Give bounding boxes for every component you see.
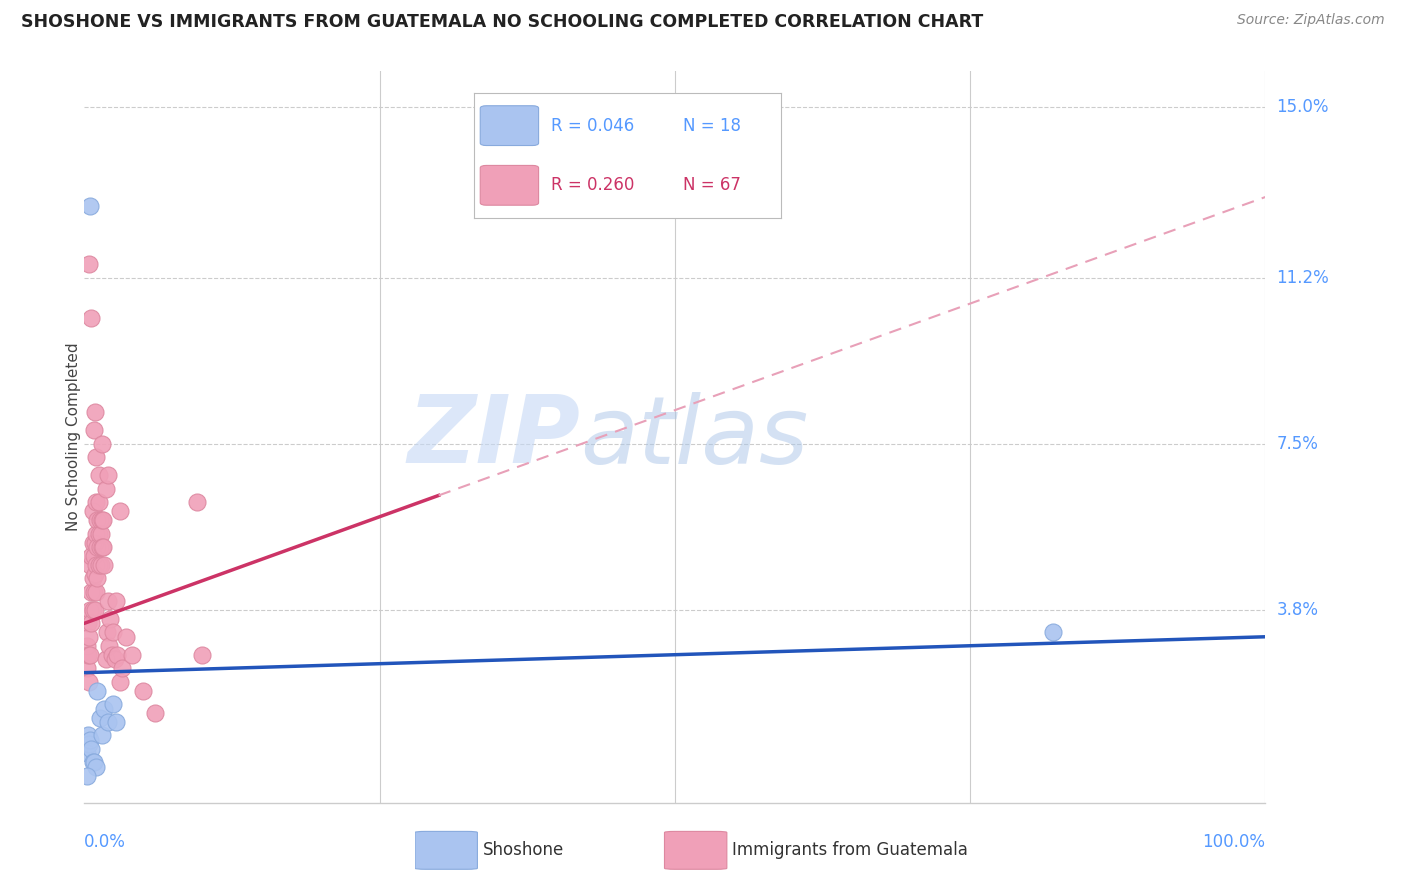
- Point: [84, 585, 107, 599]
- Point: [132, 683, 155, 698]
- Point: [105, 714, 128, 729]
- Point: [77, 648, 100, 662]
- Point: [91, 540, 114, 554]
- Point: [84, 495, 107, 509]
- Point: [86, 683, 108, 698]
- Text: ZIP: ZIP: [408, 391, 581, 483]
- Point: [91, 729, 114, 743]
- Point: [86, 513, 108, 527]
- Point: [83, 756, 105, 770]
- Point: [82, 535, 104, 549]
- Point: [100, 648, 122, 662]
- Point: [79, 199, 101, 213]
- Point: [105, 594, 128, 608]
- Point: [89, 710, 111, 724]
- Point: [87, 526, 110, 541]
- Text: 0.0%: 0.0%: [84, 833, 127, 851]
- Point: [186, 495, 208, 509]
- Point: [101, 625, 124, 640]
- Point: [79, 603, 101, 617]
- Point: [84, 405, 107, 419]
- Point: [79, 733, 101, 747]
- Point: [84, 566, 107, 581]
- Point: [87, 468, 110, 483]
- Point: [98, 639, 121, 653]
- Point: [101, 697, 124, 711]
- Point: [97, 468, 120, 483]
- Point: [86, 571, 108, 585]
- Point: [90, 526, 112, 541]
- Point: [82, 504, 104, 518]
- Text: 11.2%: 11.2%: [1277, 268, 1329, 287]
- Point: [87, 558, 110, 572]
- Point: [1042, 625, 1064, 640]
- Point: [96, 625, 118, 640]
- Text: 3.8%: 3.8%: [1277, 601, 1319, 619]
- Point: [97, 714, 120, 729]
- Point: [91, 437, 114, 451]
- Point: [77, 738, 100, 752]
- Point: [97, 594, 120, 608]
- Text: atlas: atlas: [581, 392, 808, 483]
- Point: [191, 648, 214, 662]
- Text: 7.5%: 7.5%: [1277, 434, 1319, 453]
- Point: [94, 482, 117, 496]
- Point: [107, 648, 129, 662]
- Point: [80, 311, 103, 326]
- Point: [111, 661, 134, 675]
- Point: [79, 648, 101, 662]
- Point: [98, 612, 121, 626]
- Point: [80, 742, 103, 756]
- Point: [76, 661, 98, 675]
- Point: [80, 585, 103, 599]
- Y-axis label: No Schooling Completed: No Schooling Completed: [66, 343, 80, 532]
- Text: SHOSHONE VS IMMIGRANTS FROM GUATEMALA NO SCHOOLING COMPLETED CORRELATION CHART: SHOSHONE VS IMMIGRANTS FROM GUATEMALA NO…: [21, 13, 983, 31]
- Point: [79, 558, 101, 572]
- Point: [76, 769, 98, 783]
- Point: [80, 616, 103, 631]
- Point: [77, 257, 100, 271]
- Point: [82, 571, 104, 585]
- Point: [86, 540, 108, 554]
- Point: [82, 603, 104, 617]
- Point: [108, 504, 131, 518]
- Point: [84, 760, 107, 774]
- Point: [80, 549, 103, 563]
- Point: [83, 423, 105, 437]
- Point: [121, 648, 143, 662]
- Point: [84, 535, 107, 549]
- Point: [84, 603, 107, 617]
- Point: [84, 450, 107, 465]
- Point: [77, 616, 100, 631]
- Point: [114, 630, 136, 644]
- Point: [91, 513, 114, 527]
- Text: 100.0%: 100.0%: [1202, 833, 1265, 851]
- Point: [87, 495, 110, 509]
- Point: [77, 674, 100, 689]
- Point: [90, 558, 112, 572]
- Point: [84, 526, 107, 541]
- Point: [93, 558, 115, 572]
- Point: [89, 513, 111, 527]
- Text: 15.0%: 15.0%: [1277, 98, 1329, 116]
- Point: [104, 652, 127, 666]
- Point: [91, 540, 114, 554]
- Point: [143, 706, 166, 720]
- Point: [83, 549, 105, 563]
- Point: [77, 729, 100, 743]
- Point: [84, 558, 107, 572]
- Point: [94, 652, 117, 666]
- Point: [83, 585, 105, 599]
- Point: [76, 639, 98, 653]
- Text: Source: ZipAtlas.com: Source: ZipAtlas.com: [1237, 13, 1385, 28]
- Point: [93, 701, 115, 715]
- Point: [77, 630, 100, 644]
- Point: [82, 756, 104, 770]
- Point: [89, 540, 111, 554]
- Point: [76, 747, 98, 761]
- Point: [108, 674, 131, 689]
- Point: [91, 513, 114, 527]
